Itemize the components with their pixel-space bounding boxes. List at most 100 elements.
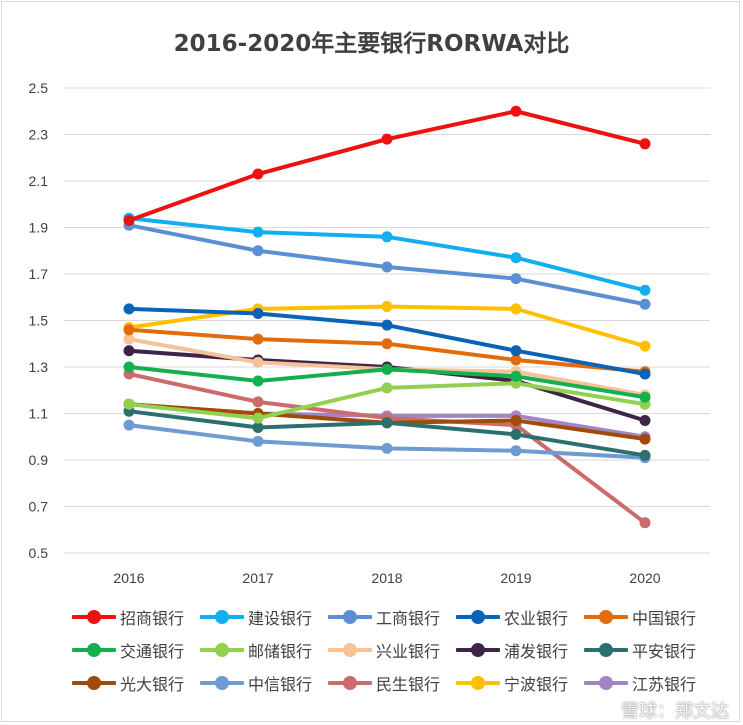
legend-marker <box>584 609 628 625</box>
data-point <box>510 105 522 117</box>
data-point <box>510 428 522 440</box>
legend-item: 平安银行 <box>584 636 696 664</box>
legend-item: 民生银行 <box>328 669 440 697</box>
series-6 <box>123 361 651 403</box>
data-point <box>123 398 135 410</box>
data-point <box>123 324 135 336</box>
data-point <box>381 301 393 313</box>
data-point <box>381 417 393 429</box>
legend-item: 工商银行 <box>328 603 440 631</box>
legend-item: 江苏银行 <box>584 669 696 697</box>
legend-label: 招商银行 <box>120 609 185 628</box>
legend-item: 建设银行 <box>200 603 312 631</box>
data-point <box>252 421 264 433</box>
data-point <box>639 340 651 352</box>
data-point <box>639 517 651 529</box>
legend-item: 招商银行 <box>72 603 184 631</box>
legend-label: 平安银行 <box>632 642 697 661</box>
legend-label: 中国银行 <box>632 609 697 628</box>
data-point <box>381 338 393 350</box>
x-tick-label: 2019 <box>500 570 531 586</box>
data-point <box>252 412 264 424</box>
data-point <box>381 319 393 331</box>
y-tick-label: 0.7 <box>29 499 49 515</box>
data-point <box>252 168 264 180</box>
legend-label: 交通银行 <box>120 642 185 661</box>
data-point <box>639 138 651 150</box>
x-tick-label: 2016 <box>113 570 144 586</box>
data-point <box>639 449 651 461</box>
legend-label: 江苏银行 <box>632 675 697 694</box>
legend-label: 工商银行 <box>376 609 441 628</box>
series-line <box>127 216 647 293</box>
data-point <box>252 396 264 408</box>
data-point <box>252 375 264 387</box>
legend-marker <box>584 675 628 691</box>
legend-item: 光大银行 <box>72 669 184 697</box>
legend-item: 中国银行 <box>584 603 696 631</box>
data-point <box>510 414 522 426</box>
x-tick-label: 2018 <box>371 570 402 586</box>
series-1 <box>123 105 651 227</box>
legend-label: 中信银行 <box>248 675 313 694</box>
data-point <box>510 345 522 357</box>
legend-marker <box>456 675 500 691</box>
legend-item: 邮储银行 <box>200 636 312 664</box>
y-tick-label: 2.3 <box>29 127 49 143</box>
legend-marker <box>200 642 244 658</box>
series-12 <box>123 419 651 464</box>
data-point <box>123 345 135 357</box>
series-2 <box>123 212 651 296</box>
legend-label: 宁波银行 <box>504 675 569 694</box>
data-point <box>510 252 522 264</box>
data-point <box>252 245 264 257</box>
legend-label: 邮储银行 <box>248 642 313 661</box>
data-point <box>381 442 393 454</box>
legend-item: 浦发银行 <box>456 636 568 664</box>
y-tick-label: 0.5 <box>29 545 49 561</box>
data-point <box>123 333 135 345</box>
data-point <box>510 370 522 382</box>
series-10 <box>123 405 651 461</box>
data-point <box>123 419 135 431</box>
y-tick-label: 1.9 <box>29 220 49 236</box>
data-point <box>252 226 264 238</box>
data-point <box>381 363 393 375</box>
legend-label: 农业银行 <box>504 609 569 628</box>
data-point <box>510 445 522 457</box>
data-point <box>510 273 522 285</box>
legend-item: 兴业银行 <box>328 636 440 664</box>
data-point <box>381 261 393 273</box>
series-lines <box>123 105 651 529</box>
legend-label: 兴业银行 <box>376 642 441 661</box>
data-point <box>252 333 264 345</box>
data-point <box>252 356 264 368</box>
legend-marker <box>328 675 372 691</box>
data-point <box>381 133 393 145</box>
data-point <box>123 215 135 227</box>
legend-marker <box>72 675 116 691</box>
data-point <box>252 308 264 320</box>
data-point <box>639 284 651 296</box>
x-tick-label: 2020 <box>629 570 660 586</box>
legend-marker <box>200 675 244 691</box>
data-point <box>510 303 522 315</box>
legend-label: 浦发银行 <box>504 642 569 661</box>
data-point <box>510 354 522 366</box>
series-line <box>127 109 647 223</box>
legend-label: 光大银行 <box>120 675 185 694</box>
data-point <box>252 435 264 447</box>
data-point <box>639 391 651 403</box>
series-4 <box>123 303 651 380</box>
legend-label: 民生银行 <box>376 675 441 694</box>
legend-marker <box>72 642 116 658</box>
data-point <box>381 231 393 243</box>
legend-marker <box>328 642 372 658</box>
series-5 <box>123 324 651 378</box>
data-point <box>639 298 651 310</box>
legend-marker <box>456 609 500 625</box>
y-tick-label: 1.7 <box>29 266 49 282</box>
chart-title: 2016-2020年主要银行RORWA对比 <box>173 31 570 57</box>
data-point <box>123 303 135 315</box>
